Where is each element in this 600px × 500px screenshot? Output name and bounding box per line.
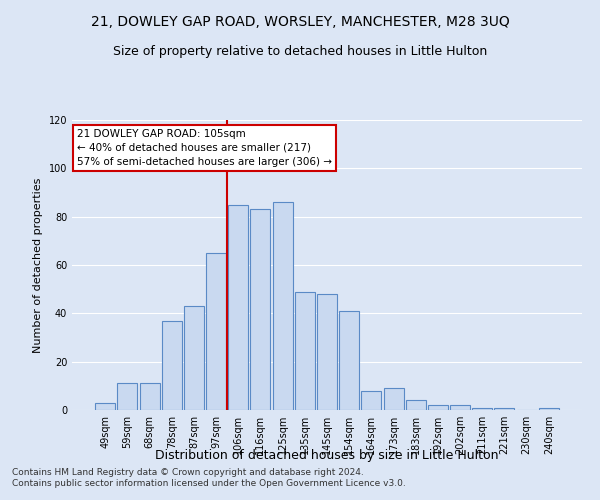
Bar: [184, 306, 204, 410]
Bar: [162, 320, 182, 410]
Bar: [406, 400, 426, 410]
Bar: [361, 390, 382, 410]
Bar: [339, 311, 359, 410]
Bar: [272, 202, 293, 410]
Text: 21, DOWLEY GAP ROAD, WORSLEY, MANCHESTER, M28 3UQ: 21, DOWLEY GAP ROAD, WORSLEY, MANCHESTER…: [91, 15, 509, 29]
Bar: [95, 403, 115, 410]
Bar: [383, 388, 404, 410]
Text: Contains HM Land Registry data © Crown copyright and database right 2024.
Contai: Contains HM Land Registry data © Crown c…: [12, 468, 406, 487]
Y-axis label: Number of detached properties: Number of detached properties: [33, 178, 43, 352]
Bar: [428, 405, 448, 410]
Bar: [228, 204, 248, 410]
Text: 21 DOWLEY GAP ROAD: 105sqm
← 40% of detached houses are smaller (217)
57% of sem: 21 DOWLEY GAP ROAD: 105sqm ← 40% of deta…: [77, 128, 332, 166]
Text: Size of property relative to detached houses in Little Hulton: Size of property relative to detached ho…: [113, 45, 487, 58]
Bar: [140, 384, 160, 410]
Bar: [539, 408, 559, 410]
Bar: [494, 408, 514, 410]
Bar: [472, 408, 492, 410]
Bar: [450, 405, 470, 410]
Text: Distribution of detached houses by size in Little Hulton: Distribution of detached houses by size …: [155, 448, 499, 462]
Bar: [250, 210, 271, 410]
Bar: [118, 384, 137, 410]
Bar: [295, 292, 315, 410]
Bar: [317, 294, 337, 410]
Bar: [206, 253, 226, 410]
